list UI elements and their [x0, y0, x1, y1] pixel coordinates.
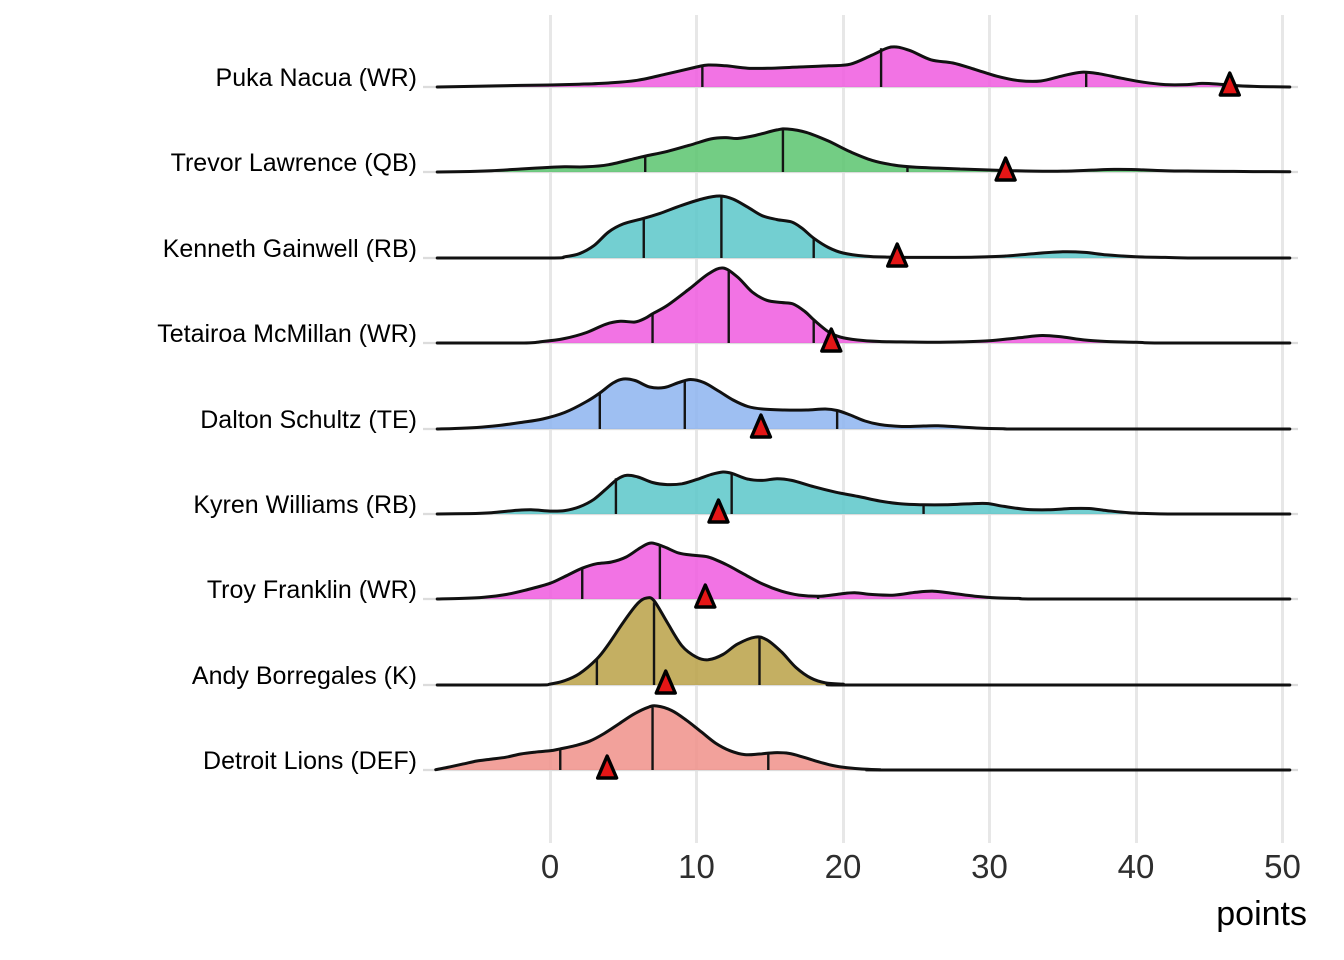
row-label-andy-borregales-k: Andy Borregales (K)	[191, 661, 417, 690]
density-row-andy-borregales-k	[423, 595, 1298, 695]
actual-points-marker-andy-borregales-k	[654, 669, 677, 695]
density-row-kyren-williams-rb	[423, 470, 1298, 524]
row-label-detroit-lions-def: Detroit Lions (DEF)	[203, 747, 417, 776]
x-tick-label-40: 40	[1117, 848, 1155, 885]
row-label-kyren-williams-rb: Kyren Williams (RB)	[193, 491, 417, 519]
x-tick-label-50: 50	[1264, 848, 1301, 885]
row-label-tetairoa-mcmillan-wr: Tetairoa McMillan (WR)	[157, 320, 417, 349]
x-axis-title: points	[1216, 895, 1307, 933]
row-label-kenneth-gainwell-rb: Kenneth Gainwell (RB)	[162, 234, 417, 263]
density-fill-troy-franklin-wr	[437, 543, 1290, 600]
row-label-dalton-schultz-te: Dalton Schultz (TE)	[200, 405, 417, 434]
x-tick-label-0: 0	[540, 848, 560, 885]
actual-points-marker-troy-franklin-wr	[694, 583, 717, 610]
density-curve-puka-nacua-wr	[435, 45, 1292, 89]
density-fill-trevor-lawrence-qb	[437, 129, 1290, 173]
x-tick-label-20: 20	[824, 848, 862, 885]
actual-points-marker-trevor-lawrence-qb	[994, 156, 1017, 183]
actual-points-marker-tetairoa-mcmillan-wr	[820, 327, 843, 353]
density-curve-kenneth-gainwell-rb	[435, 194, 1292, 260]
actual-points-marker-detroit-lions-def	[595, 754, 619, 780]
density-row-tetairoa-mcmillan-wr	[423, 266, 1298, 353]
actual-points-marker-dalton-schultz-te	[749, 412, 773, 439]
row-label-trevor-lawrence-qb: Trevor Lawrence (QB)	[170, 149, 417, 178]
row-label-puka-nacua-wr: Puka Nacua (WR)	[215, 64, 417, 92]
density-curve-andy-borregales-k	[435, 595, 1292, 687]
row-label-troy-franklin-wr: Troy Franklin (WR)	[206, 576, 417, 605]
density-fill-detroit-lions-def	[435, 705, 1290, 771]
actual-points-marker-puka-nacua-wr	[1218, 71, 1241, 97]
density-fill-dalton-schultz-te	[437, 378, 1290, 429]
density-row-dalton-schultz-te	[423, 376, 1298, 439]
density-fill-kenneth-gainwell-rb	[437, 195, 1290, 258]
density-fill-andy-borregales-k	[437, 597, 1290, 685]
density-curve-tetairoa-mcmillan-wr	[435, 266, 1292, 345]
x-tick-label-30: 30	[971, 848, 1008, 885]
density-row-troy-franklin-wr	[423, 541, 1298, 610]
density-row-puka-nacua-wr	[423, 45, 1298, 97]
density-row-detroit-lions-def	[423, 704, 1298, 780]
density-fill-puka-nacua-wr	[437, 46, 1290, 87]
density-row-kenneth-gainwell-rb	[423, 194, 1298, 268]
density-curve-kyren-williams-rb	[435, 470, 1292, 516]
density-curve-trevor-lawrence-qb	[435, 127, 1292, 174]
actual-points-marker-kenneth-gainwell-rb	[886, 242, 909, 268]
density-curve-dalton-schultz-te	[435, 376, 1292, 431]
actual-points-marker-kyren-williams-rb	[707, 498, 730, 524]
density-fill-tetairoa-mcmillan-wr	[437, 268, 1290, 344]
density-curve-detroit-lions-def	[434, 704, 1292, 772]
density-row-trevor-lawrence-qb	[423, 127, 1298, 183]
density-curve-troy-franklin-wr	[435, 541, 1292, 601]
x-tick-label-10: 10	[678, 848, 715, 885]
